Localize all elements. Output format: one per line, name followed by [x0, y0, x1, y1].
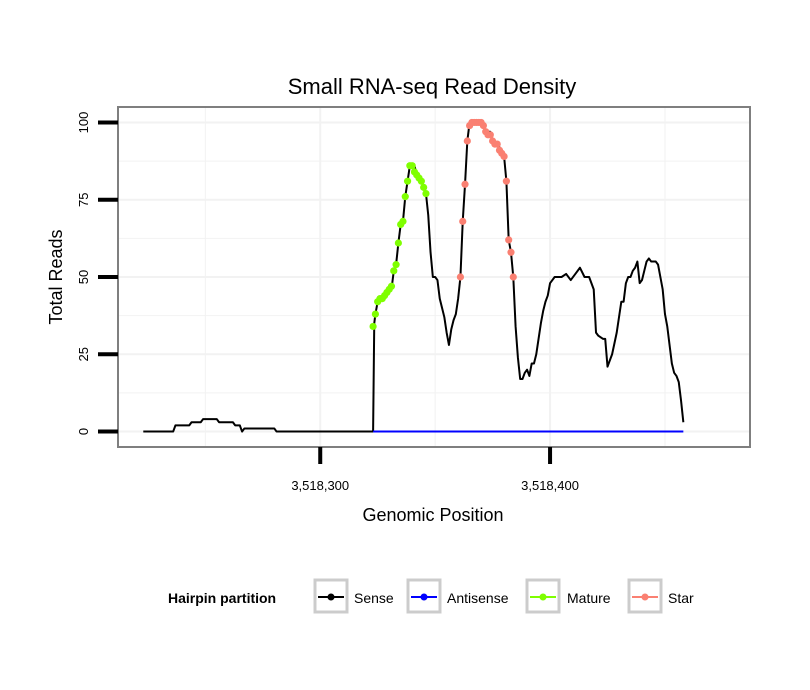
y-tick-label: 0	[76, 428, 91, 435]
star-point	[509, 273, 517, 281]
legend-key-star-dot	[641, 593, 649, 601]
mature-point	[420, 183, 428, 191]
legend-label-mature: Mature	[567, 590, 611, 606]
star-point	[459, 217, 467, 225]
legend-label-antisense: Antisense	[447, 590, 509, 606]
star-point	[507, 248, 515, 256]
y-tick-label: 25	[76, 347, 91, 361]
chart-title: Small RNA-seq Read Density	[288, 74, 577, 99]
star-point	[456, 273, 465, 281]
star-point	[479, 121, 488, 130]
star-point	[493, 140, 501, 148]
y-axis-title: Total Reads	[46, 229, 66, 324]
x-tick-label: 3,518,300	[291, 478, 349, 493]
mature-point	[390, 267, 398, 275]
star-point	[463, 137, 471, 145]
legend-entry-sense: Sense	[313, 578, 394, 614]
legend-key-mature-dot	[539, 593, 547, 601]
mature-point	[422, 189, 430, 198]
x-axis: 3,518,300 3,518,400	[291, 447, 579, 493]
x-axis-title: Genomic Position	[362, 505, 503, 525]
star-point	[486, 131, 494, 139]
legend-entry-mature: Mature	[525, 578, 611, 614]
legend-label-star: Star	[668, 590, 694, 606]
star-point	[502, 177, 510, 185]
legend-title: Hairpin partition	[168, 590, 276, 606]
legend-entry-antisense: Antisense	[406, 578, 509, 614]
mature-point	[417, 177, 425, 185]
mature-point	[403, 177, 412, 185]
y-axis: 0 25 50 75 100	[76, 112, 118, 435]
y-tick-label: 100	[76, 112, 91, 134]
mature-point	[371, 310, 379, 318]
star-point	[505, 236, 513, 244]
legend: Hairpin partition Sense Antisense Mature…	[168, 578, 694, 614]
star-point	[461, 180, 469, 188]
legend-key-sense-dot	[327, 593, 335, 601]
mature-point	[387, 282, 396, 290]
mature-point	[399, 217, 407, 225]
legend-label-sense: Sense	[354, 590, 394, 606]
y-tick-label: 75	[76, 192, 91, 206]
star-point	[500, 152, 508, 161]
legend-entry-star: Star	[627, 578, 694, 614]
mature-point	[369, 322, 377, 331]
x-tick-label: 3,518,400	[521, 478, 579, 493]
y-tick-label: 50	[76, 270, 91, 284]
mature-point	[401, 193, 409, 201]
series-markers	[369, 118, 517, 331]
mature-point	[394, 239, 402, 247]
legend-key-antisense-dot	[420, 593, 428, 601]
mature-point	[392, 261, 400, 269]
mature-point	[408, 162, 416, 170]
